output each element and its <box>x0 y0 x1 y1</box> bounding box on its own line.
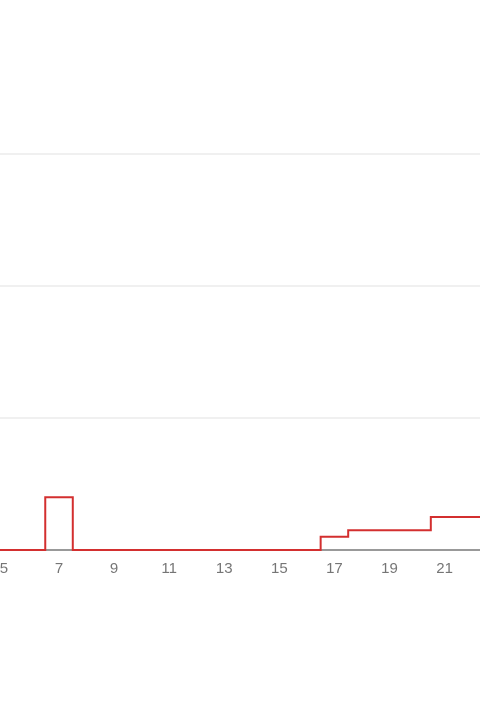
x-tick-label: 5 <box>0 560 8 577</box>
x-tick-label: 11 <box>161 560 177 577</box>
x-tick-label: 9 <box>110 560 118 577</box>
x-tick-label: 13 <box>216 560 233 577</box>
x-tick-label: 21 <box>436 560 453 577</box>
x-tick-label: 19 <box>381 560 398 577</box>
x-tick-label: 17 <box>326 560 343 577</box>
x-tick-label: 7 <box>55 560 63 577</box>
line-series <box>0 496 480 551</box>
x-tick-label: 15 <box>271 560 288 577</box>
